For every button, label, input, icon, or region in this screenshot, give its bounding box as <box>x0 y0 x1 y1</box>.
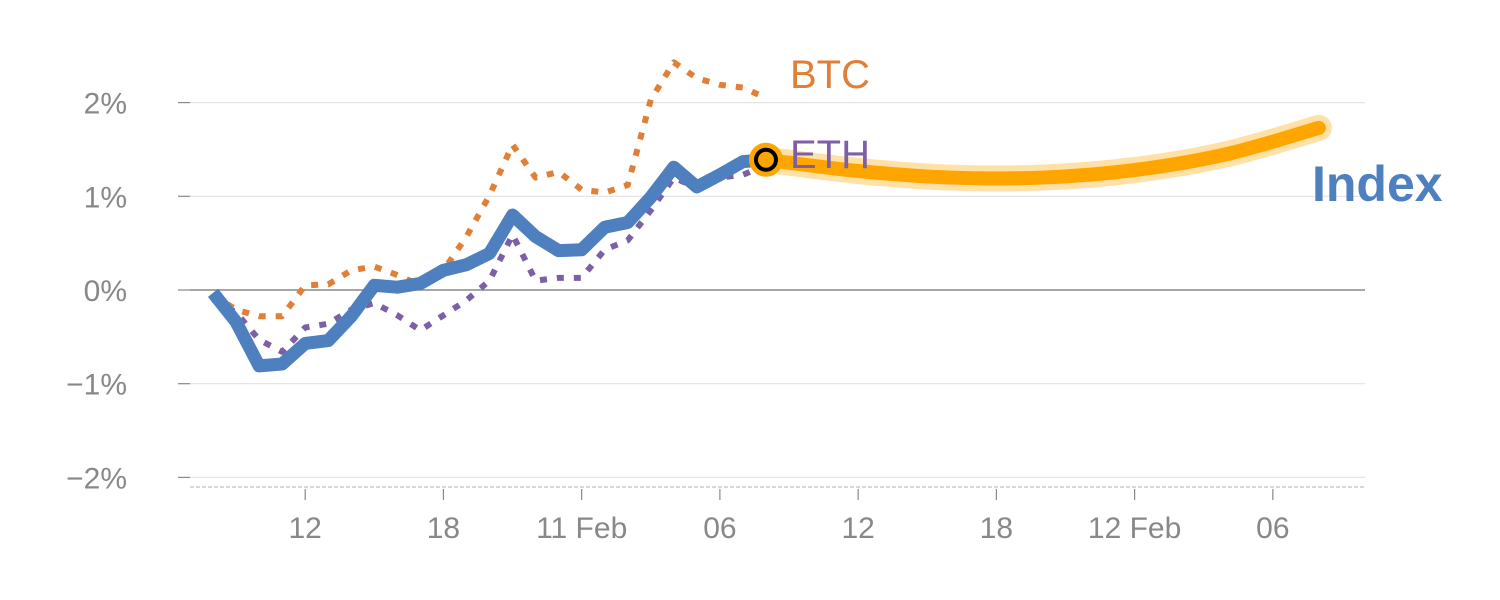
forecast-line <box>758 120 1326 186</box>
x-tick-label: 11 Feb <box>536 512 627 545</box>
label-index: Index <box>1312 156 1443 212</box>
x-tick-label: 12 <box>289 512 322 545</box>
series-btc-line <box>211 59 768 320</box>
series-lines <box>207 59 1332 373</box>
series-eth-line <box>211 162 768 355</box>
y-tick-label: 0% <box>84 275 127 308</box>
x-tick-label: 12 <box>841 512 874 545</box>
x-tick-label: 12 Feb <box>1088 512 1181 545</box>
series-index-line <box>207 153 767 373</box>
x-tick-label: 18 <box>980 512 1013 545</box>
x-tick-label: 18 <box>427 512 460 545</box>
x-tick-label: 06 <box>1256 512 1289 545</box>
x-tick-label: 06 <box>703 512 736 545</box>
current-point-marker-inner <box>753 147 778 172</box>
y-tick-label: −2% <box>66 462 127 495</box>
y-tick-label: 1% <box>84 181 127 214</box>
y-tick-label: −1% <box>66 369 127 402</box>
y-tick-label: 2% <box>84 88 127 121</box>
label-eth: ETH <box>790 133 870 177</box>
axes: 2% 1% 0% −1% −2% 12 18 11 Feb 06 12 18 12 Feb 06 <box>66 88 1365 545</box>
label-btc: BTC <box>790 53 870 97</box>
